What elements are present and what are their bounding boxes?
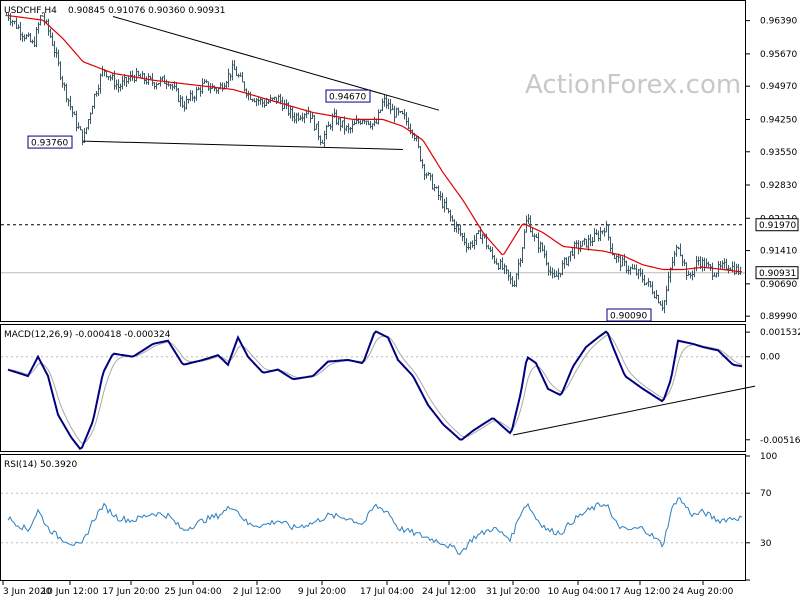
time-axis-label: 10 Aug 04:00 <box>548 587 609 597</box>
price-axis-label: 0.91410 <box>760 247 797 257</box>
macd-axis-label: 0.001532 <box>760 328 800 338</box>
price-axis-label: 0.93550 <box>760 148 797 158</box>
price-axis-label: 0.89990 <box>760 312 797 322</box>
rsi-axis-label: 100 <box>760 452 777 462</box>
price-axis-label: 0.90690 <box>760 280 797 290</box>
price-level-box <box>755 266 799 280</box>
price-annotation-label: 0.93760 <box>31 139 68 149</box>
macd-title: MACD(12,26,9) -0.000418 -0.000324 <box>4 330 171 340</box>
price-level-box <box>755 218 799 232</box>
macd-line <box>7 330 743 450</box>
price-annotation-box <box>27 135 73 149</box>
price-level-label: 0.90931 <box>759 269 796 279</box>
price-trendline <box>112 15 440 111</box>
price-level-label: 0.91970 <box>759 221 796 231</box>
price-axis-label: 0.95670 <box>760 50 797 60</box>
macd-axis-label: -0.005164 <box>760 436 800 446</box>
chart-symbol: USDCHF,H4 <box>4 6 57 16</box>
rsi-axis-label: 30 <box>760 539 772 549</box>
rsi-panel <box>0 454 746 581</box>
time-axis-label: 24 Aug 20:00 <box>673 587 734 597</box>
time-axis-label: 24 Jul 12:00 <box>422 587 476 597</box>
rsi-axis-label: 70 <box>760 489 772 499</box>
price-axis-label: 0.94250 <box>760 115 797 125</box>
time-axis-label: 31 Jul 20:00 <box>486 587 540 597</box>
chart-ohlc: 0.90845 0.91076 0.90360 0.90931 <box>68 6 225 16</box>
price-annotation-label: 0.94670 <box>329 93 366 103</box>
time-axis-label: 17 Aug 12:00 <box>610 587 671 597</box>
price-annotation-label: 0.90090 <box>610 312 647 322</box>
rsi-line <box>7 497 743 555</box>
macd-trendline <box>512 385 756 436</box>
time-axis-label: 9 Jul 20:00 <box>298 587 347 597</box>
price-panel <box>0 0 746 322</box>
watermark: ActionForex.com <box>525 70 741 100</box>
macd-axis-label: 0.00 <box>760 353 780 363</box>
time-axis-label: 17 Jun 20:00 <box>102 587 159 597</box>
time-axis-label: 3 Jun 2020 <box>3 587 52 597</box>
macd-panel <box>0 324 746 452</box>
price-axis-label: 0.94970 <box>760 82 797 92</box>
price-series: 0.93760 0.94670 0.90090 <box>1 12 745 322</box>
time-axis-label: 2 Jul 12:00 <box>233 587 282 597</box>
rsi-series <box>1 492 745 555</box>
price-axis-label: 0.96390 <box>760 17 797 27</box>
time-axis-label: 10 Jun 12:00 <box>41 587 98 597</box>
rsi-title: RSI(14) 50.3920 <box>4 460 77 470</box>
price-axis-label: 0.92830 <box>760 181 797 191</box>
time-axis-label: 17 Jul 04:00 <box>360 587 414 597</box>
time-axis-label: 25 Jun 04:00 <box>164 587 221 597</box>
macd-series <box>1 330 756 450</box>
price-trendline <box>82 140 404 150</box>
axes: 0.96390 0.95670 0.94970 0.94250 0.93550 0.928… <box>2 17 800 597</box>
price-moving-average <box>7 14 743 273</box>
price-annotation-box <box>325 89 371 103</box>
price-annotation-box <box>606 308 652 322</box>
